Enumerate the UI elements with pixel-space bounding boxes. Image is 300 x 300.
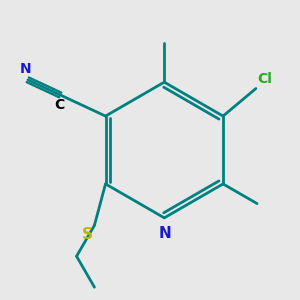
Text: N: N xyxy=(20,62,32,76)
Text: N: N xyxy=(159,226,172,241)
Text: S: S xyxy=(82,227,93,242)
Text: Cl: Cl xyxy=(258,72,272,86)
Text: C: C xyxy=(54,98,64,112)
